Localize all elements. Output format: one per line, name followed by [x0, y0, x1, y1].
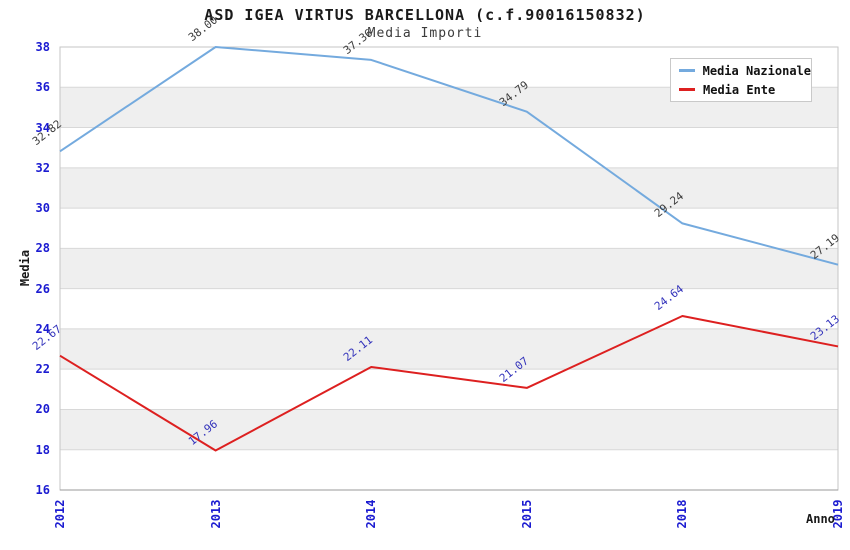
- y-tick-label: 38: [35, 40, 50, 54]
- y-tick-label: 22: [35, 362, 50, 377]
- x-axis-title: Anno: [806, 512, 835, 526]
- grid-band: [60, 248, 838, 289]
- x-tick-label: 2012: [53, 499, 67, 529]
- legend-item-media-ente: Media Ente: [671, 83, 811, 97]
- legend-item-media-nazionale: Media Nazionale: [671, 64, 811, 78]
- y-tick-label: 16: [35, 483, 50, 497]
- legend: Media Nazionale Media Ente: [670, 58, 812, 102]
- x-tick-label: 2018: [675, 499, 690, 529]
- y-tick-label: 32: [35, 160, 50, 175]
- media-ente-line: [59, 315, 839, 452]
- grid-band: [60, 328, 838, 370]
- y-tick-label: 34: [35, 120, 50, 135]
- legend-label-media-nazionale: Media Nazionale: [702, 63, 811, 78]
- y-axis-title: Media: [18, 249, 32, 287]
- y-tick-label: 26: [35, 281, 50, 296]
- grid-band: [60, 409, 838, 450]
- x-tick-label: 2013: [208, 499, 223, 529]
- y-tick-label: 28: [35, 241, 50, 256]
- y-tick-label: 30: [35, 201, 50, 216]
- media-ente-line-marker-icon: [679, 88, 695, 91]
- legend-label-media-ente: Media Ente: [703, 82, 776, 97]
- y-tick-label: 18: [35, 442, 50, 457]
- grid-band: [60, 167, 838, 209]
- media-nazionale-line-marker-icon: [679, 69, 695, 72]
- x-tick-label: 2015: [519, 499, 534, 529]
- y-tick-label: 24: [35, 321, 50, 336]
- media-nazionale-line: [59, 46, 839, 266]
- x-tick-label: 2014: [364, 499, 379, 529]
- y-tick-label: 36: [35, 80, 50, 95]
- y-tick-label: 20: [35, 402, 50, 417]
- chart-subtitle: Media Importi: [367, 26, 483, 41]
- chart-title: ASD IGEA VIRTUS BARCELLONA (c.f.90016150…: [204, 6, 646, 24]
